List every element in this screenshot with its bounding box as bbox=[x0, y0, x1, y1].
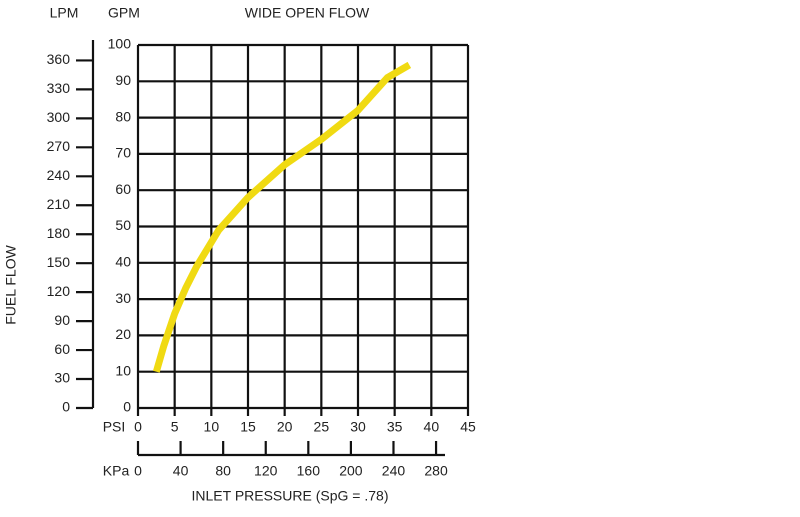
y2-tick-label: 300 bbox=[47, 109, 71, 125]
chart-title: WIDE OPEN FLOW bbox=[245, 5, 370, 21]
x2-tick-label: 160 bbox=[297, 463, 321, 479]
x-tick-label: 5 bbox=[171, 419, 179, 435]
x2-tick-label: 200 bbox=[339, 463, 363, 479]
y2-tick-label: 60 bbox=[54, 341, 70, 357]
x-tick-label: 15 bbox=[240, 419, 256, 435]
y2-tick-label: 270 bbox=[47, 138, 71, 154]
y-axis-label: FUEL FLOW bbox=[3, 244, 19, 324]
x-axis-label: INLET PRESSURE (SpG = .78) bbox=[192, 488, 389, 504]
x2-tick-label: 280 bbox=[424, 463, 448, 479]
x2-unit: KPa bbox=[103, 463, 130, 479]
y-tick-label: 50 bbox=[115, 217, 131, 233]
x-tick-label: 0 bbox=[134, 419, 142, 435]
y2-tick-label: 0 bbox=[62, 399, 70, 415]
x-tick-label: 45 bbox=[460, 419, 476, 435]
y-tick-label: 0 bbox=[123, 399, 131, 415]
x2-tick-label: 80 bbox=[215, 463, 231, 479]
y2-tick-label: 330 bbox=[47, 80, 71, 96]
y-unit: GPM bbox=[108, 5, 140, 21]
y2-tick-label: 90 bbox=[54, 312, 70, 328]
x-tick-label: 25 bbox=[314, 419, 330, 435]
y-tick-label: 10 bbox=[115, 362, 131, 378]
y-tick-label: 60 bbox=[115, 181, 131, 197]
y-tick-label: 90 bbox=[115, 72, 131, 88]
x2-tick-label: 120 bbox=[254, 463, 278, 479]
x-tick-label: 40 bbox=[424, 419, 440, 435]
y2-tick-label: 360 bbox=[47, 51, 71, 67]
x2-tick-label: 0 bbox=[134, 463, 142, 479]
x2-tick-label: 40 bbox=[173, 463, 189, 479]
y-tick-label: 20 bbox=[115, 326, 131, 342]
x-tick-label: 35 bbox=[387, 419, 403, 435]
y2-tick-label: 120 bbox=[47, 283, 71, 299]
y-tick-label: 30 bbox=[115, 290, 131, 306]
x2-tick-label: 240 bbox=[382, 463, 406, 479]
y-tick-label: 80 bbox=[115, 108, 131, 124]
y2-unit: LPM bbox=[50, 5, 79, 21]
y2-tick-label: 240 bbox=[47, 167, 71, 183]
y2-tick-label: 150 bbox=[47, 254, 71, 270]
y2-tick-label: 30 bbox=[54, 370, 70, 386]
data-line bbox=[152, 61, 412, 373]
x-tick-label: 30 bbox=[350, 419, 366, 435]
y-tick-label: 70 bbox=[115, 145, 131, 161]
y-tick-label: 100 bbox=[108, 36, 132, 52]
y2-tick-label: 180 bbox=[47, 225, 71, 241]
x-tick-label: 20 bbox=[277, 419, 293, 435]
x-unit: PSI bbox=[103, 419, 126, 435]
y-tick-label: 40 bbox=[115, 254, 131, 270]
x-tick-label: 10 bbox=[204, 419, 220, 435]
y2-tick-label: 210 bbox=[47, 196, 71, 212]
